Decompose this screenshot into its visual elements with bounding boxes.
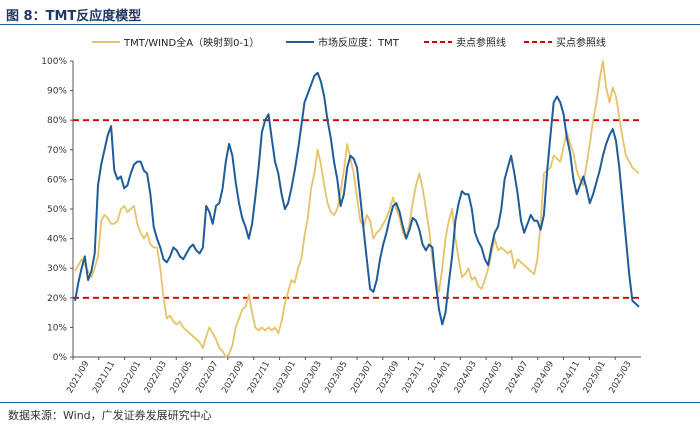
x-tick-label: 2024/11 <box>556 360 582 396</box>
y-tick-label: 10% <box>47 323 67 333</box>
x-tick-label: 2023/11 <box>401 360 427 396</box>
series-lines <box>74 60 640 358</box>
y-tick-label: 80% <box>47 116 67 126</box>
x-tick-label: 2022/09 <box>220 360 246 396</box>
y-tick-label: 30% <box>47 264 67 274</box>
x-tick-label: 2023/05 <box>323 360 349 396</box>
x-tick-label: 2021/11 <box>91 360 117 396</box>
x-tick-label: 2024/05 <box>478 360 504 396</box>
legend-label-sell: 卖点参照线 <box>456 36 506 49</box>
series-line-market-reaction <box>74 71 640 326</box>
x-tick-label: 2021/09 <box>65 360 91 396</box>
x-tick-label: 2022/01 <box>117 360 143 396</box>
x-tick-label: 2022/03 <box>143 360 169 396</box>
source-note: 数据来源：Wind，广发证券发展研究中心 <box>8 409 212 422</box>
x-tick-label: 2023/03 <box>298 360 324 396</box>
x-tick-label: 2022/05 <box>168 360 194 396</box>
x-tick-label: 2025/01 <box>582 360 608 396</box>
legend-label-buy: 买点参照线 <box>556 36 606 49</box>
y-tick-label: 60% <box>47 175 67 185</box>
legend-label-market: 市场反应度：TMT <box>318 36 400 49</box>
y-tick-label: 40% <box>47 235 67 245</box>
y-tick-label: 0% <box>53 353 68 363</box>
source-rule <box>0 402 700 403</box>
x-tick-label: 2022/07 <box>194 360 220 396</box>
legend: TMT/WIND全A（映射到0-1） 市场反应度：TMT 卖点参照线 买点参照线 <box>92 36 606 49</box>
x-tick-label: 2022/11 <box>246 360 272 396</box>
x-tick-label: 2023/07 <box>349 360 375 396</box>
line-chart: TMT/WIND全A（映射到0-1） 市场反应度：TMT 卖点参照线 买点参照线… <box>41 36 641 395</box>
x-tick-label: 2024/01 <box>427 360 453 396</box>
x-tick-label: 2023/01 <box>272 360 298 396</box>
y-tick-label: 100% <box>41 57 67 67</box>
x-tick-label: 2023/09 <box>375 360 401 396</box>
legend-label-tmt-wind: TMT/WIND全A（映射到0-1） <box>123 36 259 49</box>
x-tick-label: 2024/07 <box>504 360 530 396</box>
reference-lines <box>73 119 641 299</box>
x-tick-label: 2024/09 <box>530 360 556 396</box>
series-line-tmt-wind <box>74 60 640 358</box>
y-tick-label: 50% <box>47 205 67 215</box>
y-tick-label: 90% <box>47 87 67 97</box>
axes: 0% 10% 20% 30% 40% 50% 60% 70% 80% 90% 100% 2021/09… <box>41 57 641 395</box>
y-tick-label: 70% <box>47 146 67 156</box>
x-tick-label: 2025/03 <box>607 360 633 396</box>
title-rule <box>0 24 700 25</box>
y-tick-label: 20% <box>47 294 67 304</box>
figure-title: 图 8：TMT反应度模型 <box>6 9 142 24</box>
x-tick-label: 2024/03 <box>452 360 478 396</box>
